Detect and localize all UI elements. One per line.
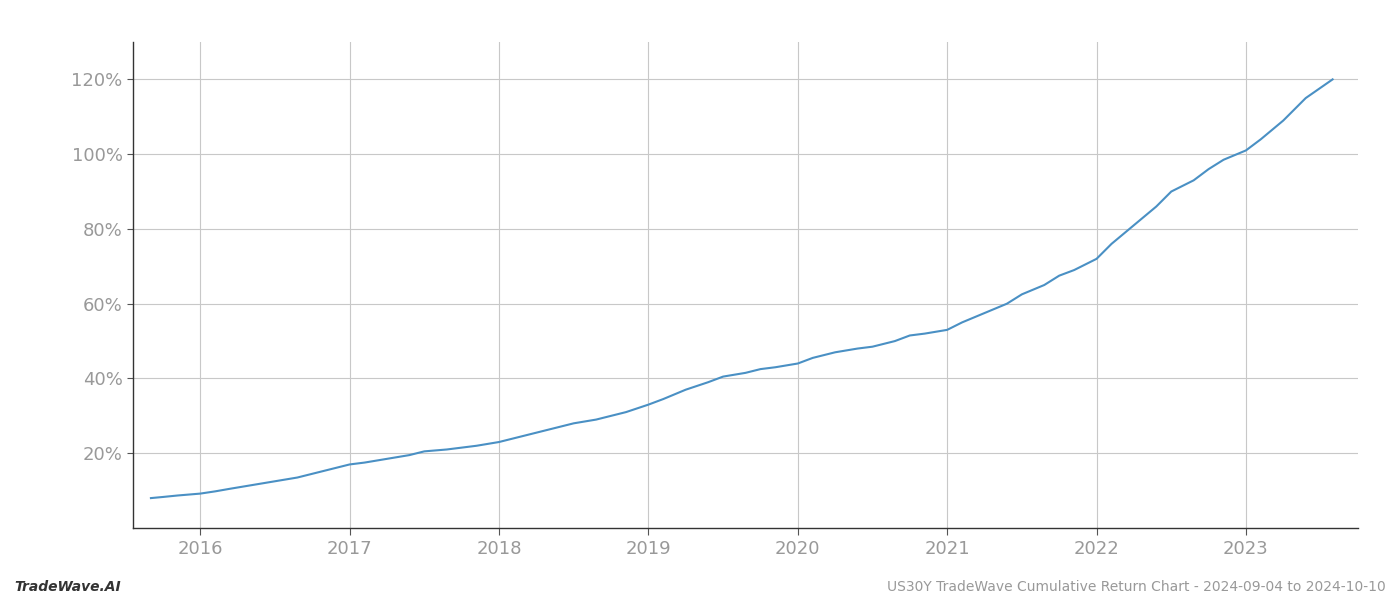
Text: US30Y TradeWave Cumulative Return Chart - 2024-09-04 to 2024-10-10: US30Y TradeWave Cumulative Return Chart … xyxy=(888,580,1386,594)
Text: TradeWave.AI: TradeWave.AI xyxy=(14,580,120,594)
